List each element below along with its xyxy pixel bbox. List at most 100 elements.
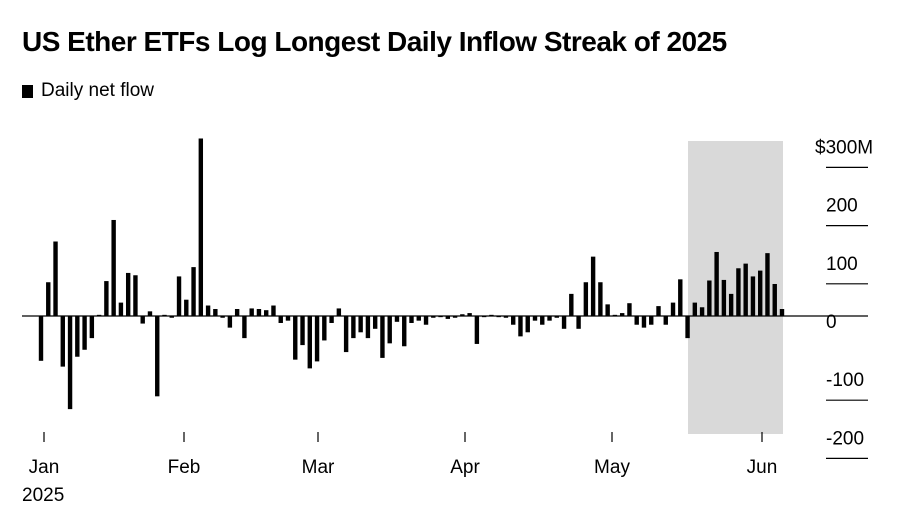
bar <box>503 316 509 318</box>
bar <box>532 316 538 321</box>
y-tick-label: -200 <box>826 428 864 449</box>
bar <box>619 313 625 316</box>
bar <box>198 138 204 316</box>
bar <box>365 316 371 339</box>
bar <box>627 303 632 316</box>
bar <box>220 316 225 318</box>
y-tick-label: $300M <box>815 137 873 158</box>
bar <box>184 299 189 316</box>
bar <box>496 316 501 318</box>
bar <box>402 316 407 347</box>
y-tick-label: 0 <box>826 312 837 333</box>
bar <box>380 316 385 358</box>
bar <box>67 316 73 410</box>
bar <box>649 316 654 325</box>
bar <box>569 293 574 316</box>
bar <box>605 304 610 316</box>
bar <box>96 314 102 316</box>
bar <box>234 309 240 316</box>
bar <box>707 280 712 316</box>
bar <box>699 307 705 316</box>
x-tick-label: Jan <box>29 457 60 478</box>
bar <box>249 308 254 316</box>
bar <box>394 316 400 322</box>
bar <box>431 316 436 318</box>
bar <box>104 281 109 316</box>
x-tick-label: Mar <box>302 457 335 478</box>
bar <box>554 316 559 318</box>
bar <box>728 293 734 316</box>
x-tick-label: Jun <box>747 457 778 478</box>
bar <box>242 316 247 339</box>
bar <box>590 256 596 316</box>
bar <box>227 316 233 328</box>
bar <box>641 316 647 328</box>
chart-title: US Ether ETFs Log Longest Daily Inflow S… <box>22 26 727 57</box>
bar <box>758 270 763 316</box>
bar <box>300 316 305 346</box>
bar <box>721 279 727 316</box>
bar <box>293 316 298 360</box>
legend: Daily net flow <box>22 80 154 102</box>
bar <box>322 316 327 341</box>
bar <box>511 316 516 325</box>
bar <box>387 316 392 344</box>
bar <box>779 309 785 316</box>
bar <box>205 305 211 316</box>
bar <box>612 314 618 316</box>
x-tick-label: Apr <box>450 457 480 478</box>
bar <box>685 316 690 339</box>
x-tick-sublabel: 2025 <box>22 485 64 506</box>
bar <box>256 309 262 316</box>
bar <box>155 316 160 397</box>
bar <box>176 276 182 316</box>
bar <box>213 309 218 316</box>
bar <box>38 316 44 361</box>
bar <box>351 316 356 339</box>
bar <box>743 263 748 316</box>
bar <box>285 316 291 321</box>
bar <box>452 316 458 318</box>
x-tick-label: Feb <box>168 457 201 478</box>
bar <box>343 316 349 353</box>
bar <box>670 302 676 316</box>
legend-label: Daily net flow <box>41 80 154 101</box>
bar <box>772 283 777 316</box>
bar <box>60 316 65 367</box>
bar <box>409 316 414 323</box>
bar <box>89 316 95 339</box>
bar <box>467 313 472 316</box>
bar <box>271 305 276 316</box>
bar <box>314 316 320 362</box>
bar <box>540 316 545 325</box>
bar <box>329 316 334 323</box>
bar <box>736 268 741 316</box>
bar <box>598 282 603 316</box>
bar <box>307 316 312 369</box>
bar <box>82 316 87 350</box>
bar <box>191 267 196 316</box>
y-tick-label: 200 <box>826 196 858 217</box>
bar <box>147 311 153 316</box>
bar <box>264 310 269 316</box>
bar <box>714 251 719 316</box>
bar <box>336 308 342 316</box>
bar <box>162 314 167 316</box>
bar <box>561 316 567 329</box>
bar <box>118 302 124 316</box>
bar <box>372 316 378 329</box>
bar <box>445 316 451 319</box>
bar <box>547 316 552 321</box>
bar <box>481 316 487 318</box>
bar <box>576 316 581 329</box>
bar <box>423 316 429 325</box>
bar <box>438 316 443 318</box>
bar <box>750 276 756 316</box>
y-tick-label: 100 <box>826 254 858 275</box>
bar <box>489 314 494 316</box>
bar <box>416 316 421 321</box>
bar <box>692 302 698 316</box>
bar <box>140 316 145 324</box>
legend-swatch <box>22 84 33 98</box>
